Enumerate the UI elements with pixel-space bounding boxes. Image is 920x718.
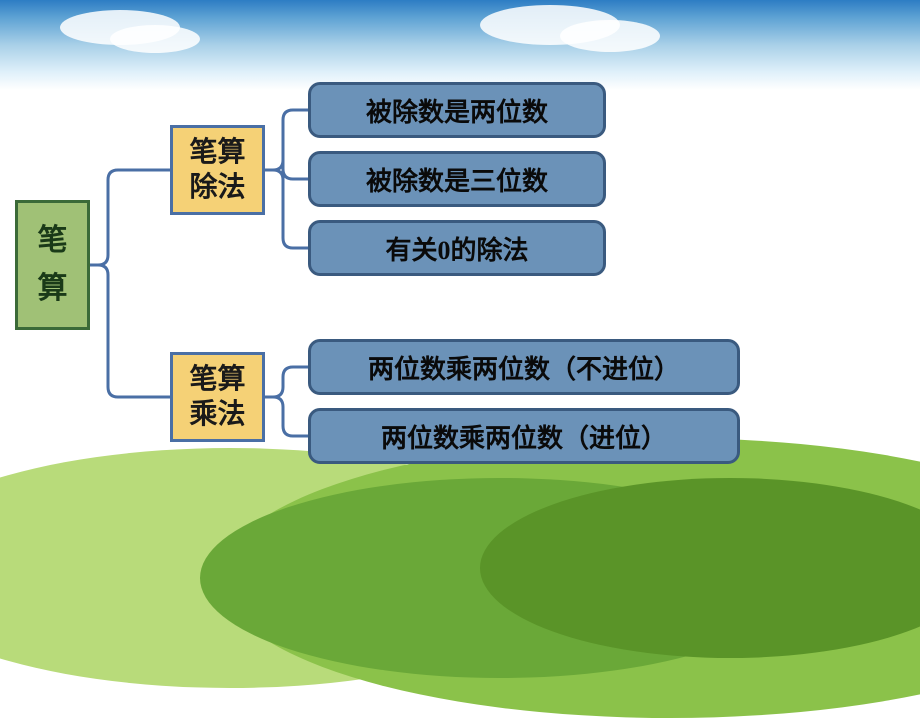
mid-division-line2: 除法 [189, 170, 245, 205]
mid-node-multiplication: 笔算 乘法 [170, 352, 265, 442]
cloud-decoration [560, 20, 660, 52]
leaf-node-3: 两位数乘两位数（不进位） [308, 339, 740, 395]
sky-background [0, 0, 920, 90]
root-line1: 笔 [38, 217, 68, 265]
leaf-node-0: 被除数是两位数 [308, 82, 606, 138]
cloud-decoration [110, 25, 200, 53]
root-line2: 算 [38, 265, 68, 313]
leaf-node-2: 有关0的除法 [308, 220, 606, 276]
root-node: 笔 算 [15, 200, 90, 330]
mid-mult-line2: 乘法 [189, 397, 245, 432]
mid-division-line1: 笔算 [189, 135, 245, 170]
leaf-node-1: 被除数是三位数 [308, 151, 606, 207]
mid-node-division: 笔算 除法 [170, 125, 265, 215]
leaf-node-4: 两位数乘两位数（进位） [308, 408, 740, 464]
mid-mult-line1: 笔算 [189, 362, 245, 397]
